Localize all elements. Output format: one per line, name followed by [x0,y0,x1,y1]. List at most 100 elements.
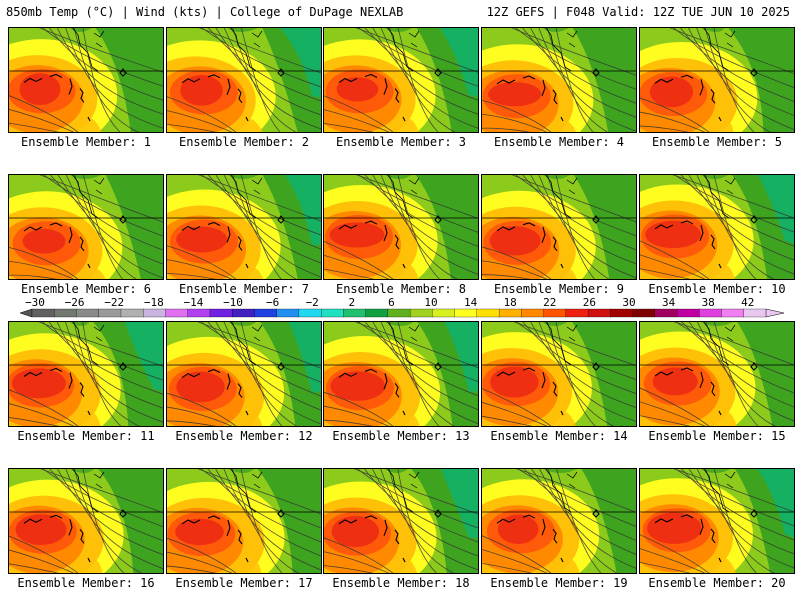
ensemble-map-panel [323,468,479,574]
colorbar-swatch [699,308,722,318]
colorbar-swatch [409,308,433,318]
temperature-field-map [323,321,479,427]
ensemble-map-panel [639,468,795,574]
colorbar-swatch [476,308,500,318]
colorbar-tick-label: 2 [348,296,355,309]
ensemble-member-label: Ensemble Member: 5 [651,135,783,149]
colorbar-tick-label: 34 [662,296,676,309]
colorbar-swatch [165,308,189,318]
colorbar-swatch [143,308,166,318]
temperature-field-map [166,468,322,574]
colorbar-tick-label: −6 [266,296,279,309]
colorbar-swatch [209,308,233,318]
ensemble-member-label: Ensemble Member: 16 [17,576,155,590]
ensemble-member-label: Ensemble Member: 17 [175,576,313,590]
colorbar-tick-label: 18 [504,296,517,309]
colorbar-tick-label: −18 [144,296,164,309]
ensemble-map-panel [8,321,164,427]
colorbar-right-arrow [765,308,785,318]
colorbar-swatch [187,308,211,318]
colorbar-swatch [654,308,678,318]
temperature-colorbar: −30 −26 −22 −18 −14 −10 −6 −2 2 6 10 14 18 22 26 30 34 38… [19,296,785,318]
ensemble-member-label: Ensemble Member: 8 [335,282,467,296]
colorbar-tick-label: −30 [25,296,45,309]
colorbar-left-arrow [19,308,33,318]
temperature-field-map [639,321,795,427]
colorbar-tick-label: 42 [741,296,754,309]
temperature-field-map [8,321,164,427]
temperature-field-map [166,174,322,280]
temperature-field-map [481,321,637,427]
temperature-field-map [639,27,795,133]
colorbar-tick-label: 6 [388,296,395,309]
temperature-field-map [323,174,479,280]
ensemble-map-panel [8,27,164,133]
colorbar-tick-label: −22 [104,296,124,309]
colorbar-swatch [587,308,611,318]
temperature-field-map [8,27,164,133]
ensemble-map-panel [8,174,164,280]
ensemble-member-label: Ensemble Member: 1 [20,135,152,149]
temperature-field-map [166,27,322,133]
ensemble-member-label: Ensemble Member: 6 [20,282,152,296]
ensemble-map-panel [323,27,479,133]
colorbar-swatch [298,308,322,318]
model-run-info: 12Z GEFS | F048 Valid: 12Z TUE JUN 10 20… [486,5,790,19]
ensemble-map-panel [481,27,637,133]
colorbar-swatch [565,308,589,318]
colorbar-swatch [365,308,389,318]
temperature-field-map [323,27,479,133]
ensemble-member-label: Ensemble Member: 4 [493,135,625,149]
colorbar-tick-label: 30 [622,296,635,309]
colorbar-swatch [120,308,144,318]
colorbar-tick-label: 10 [424,296,437,309]
colorbar-swatch [543,308,567,318]
ensemble-map-panel [166,174,322,280]
temperature-field-map [639,174,795,280]
colorbar-swatch [321,308,344,318]
temperature-field-map [8,468,164,574]
temperature-field-map [8,174,164,280]
colorbar-tick-label: 26 [583,296,596,309]
colorbar-swatch [254,308,278,318]
colorbar-swatch [610,308,633,318]
colorbar-swatch [387,308,411,318]
map-title: 850mb Temp (°C) | Wind (kts) | College o… [6,5,404,19]
ensemble-map-panel [166,321,322,427]
temperature-field-map [481,174,637,280]
colorbar-tick-label: −26 [65,296,85,309]
colorbar-tick-label: 38 [702,296,715,309]
ensemble-map-panel [166,27,322,133]
colorbar-swatch [76,308,100,318]
ensemble-map-panel [166,468,322,574]
colorbar-swatch [31,308,55,318]
ensemble-member-label: Ensemble Member: 14 [490,429,628,443]
colorbar-swatch [521,308,544,318]
ensemble-map-panel [8,468,164,574]
temperature-field-map [166,321,322,427]
ensemble-member-label: Ensemble Member: 7 [178,282,310,296]
ensemble-member-label: Ensemble Member: 12 [175,429,313,443]
colorbar-swatch [232,308,255,318]
colorbar-swatch [432,308,455,318]
colorbar-swatch [54,308,77,318]
ensemble-map-panel [639,321,795,427]
ensemble-member-label: Ensemble Member: 9 [493,282,625,296]
ensemble-map-panel [639,174,795,280]
ensemble-map-panel [323,321,479,427]
temperature-field-map [323,468,479,574]
colorbar-swatch [454,308,478,318]
ensemble-map-panel [323,174,479,280]
colorbar-tick-label: 14 [464,296,478,309]
ensemble-map-panel [639,27,795,133]
ensemble-member-label: Ensemble Member: 11 [17,429,155,443]
temperature-field-map [481,468,637,574]
colorbar-swatch [676,308,700,318]
colorbar-tick-label: −2 [306,296,319,309]
temperature-field-map [639,468,795,574]
ensemble-member-label: Ensemble Member: 10 [648,282,786,296]
ensemble-member-label: Ensemble Member: 19 [490,576,628,590]
colorbar-swatch [743,308,767,318]
colorbar-swatch [498,308,522,318]
ensemble-map-panel [481,321,637,427]
